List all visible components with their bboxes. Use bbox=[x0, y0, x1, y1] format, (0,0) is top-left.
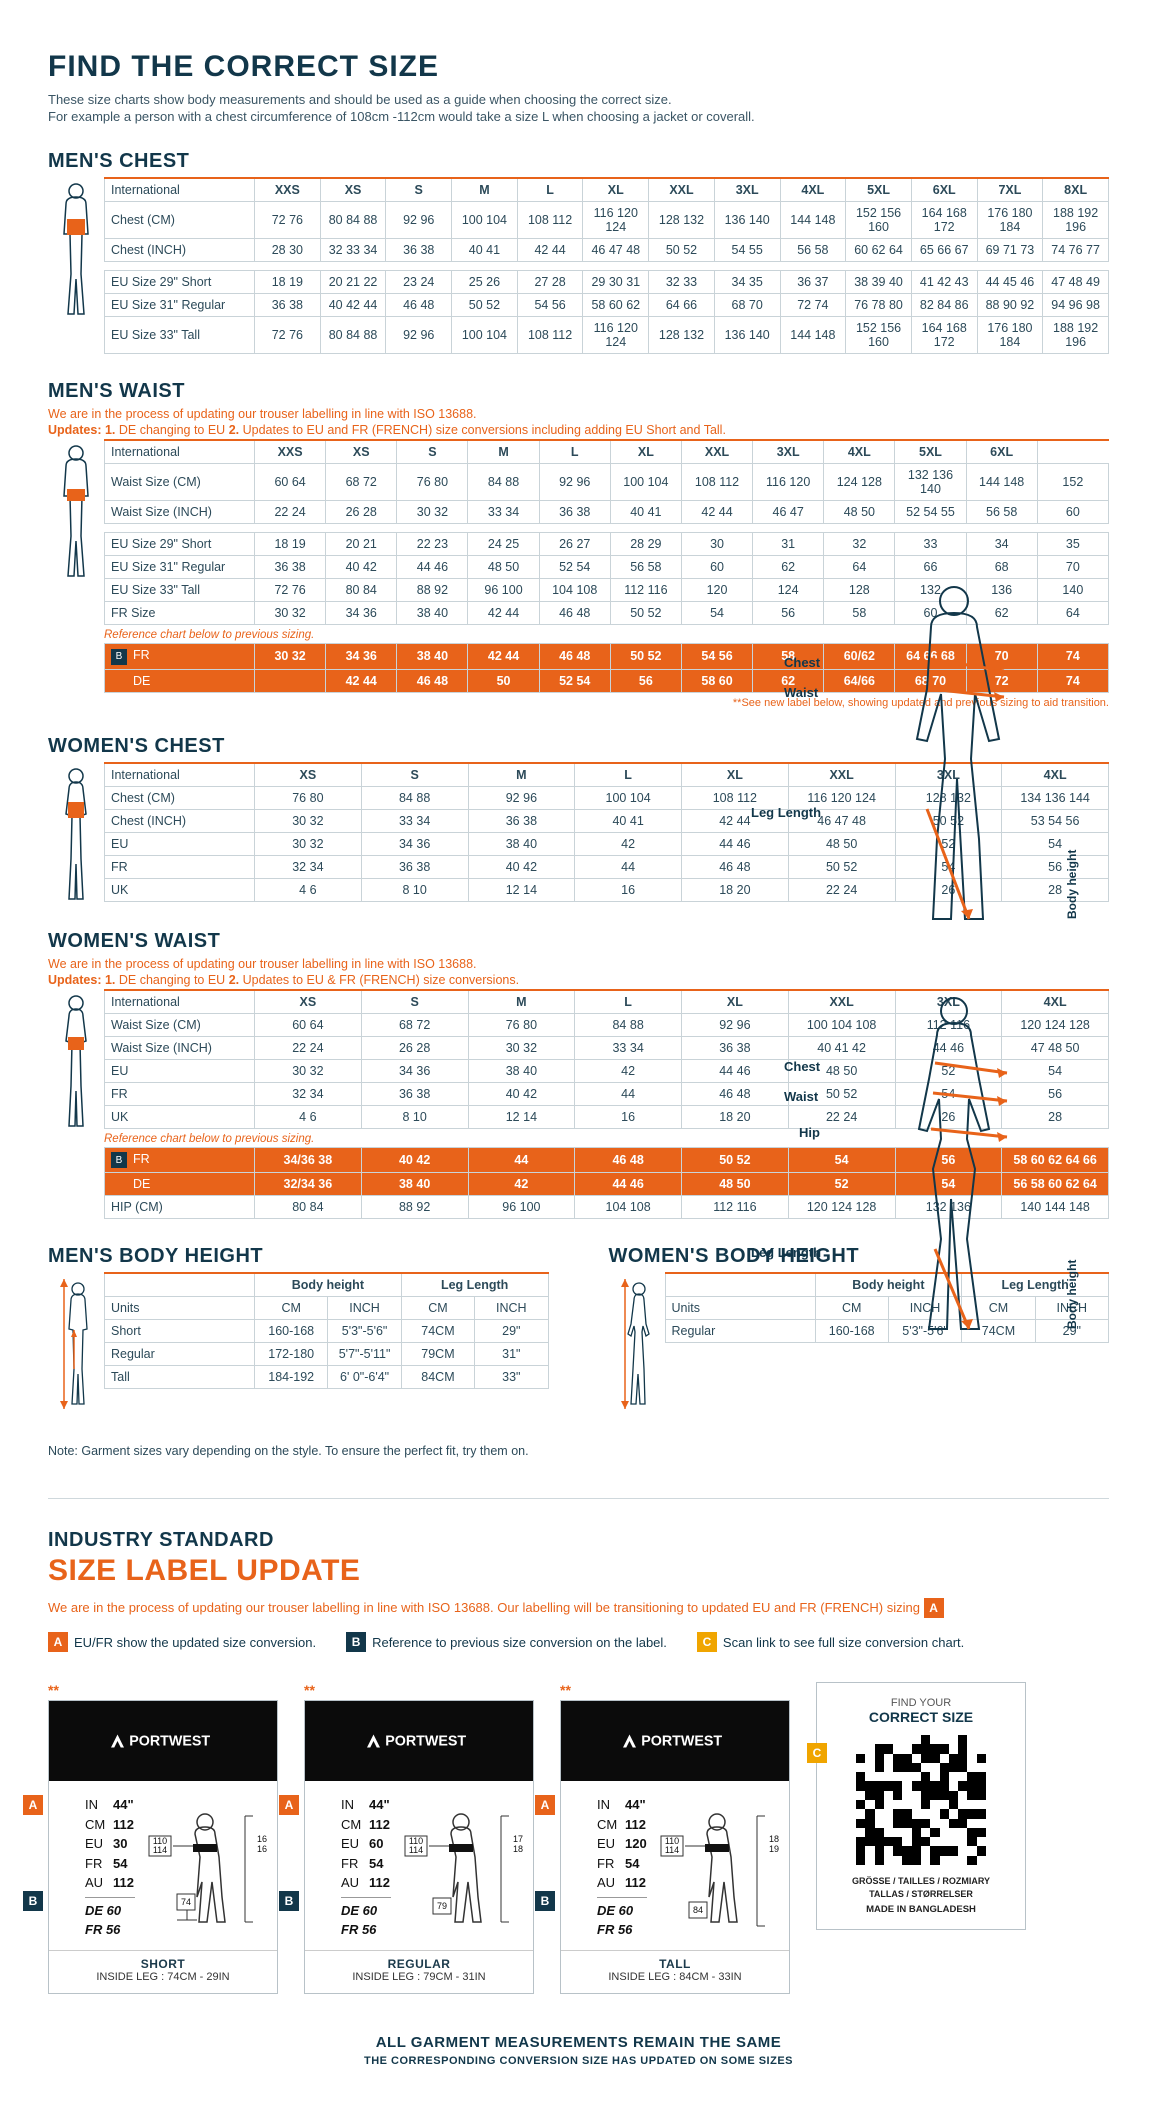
mens-bodyheight-icon bbox=[48, 1272, 104, 1414]
svg-text:180: 180 bbox=[513, 1844, 523, 1854]
final-note-line2: THE CORRESPONDING CONVERSION SIZE HAS UP… bbox=[48, 2055, 1109, 2067]
mens-waist-update-2: Updates: 1. DE changing to EU 2. Updates… bbox=[48, 423, 1109, 437]
womens-waist-label: Waist bbox=[784, 1089, 818, 1104]
qr-code-icon[interactable] bbox=[856, 1735, 986, 1865]
label2-b-badge: B bbox=[535, 1891, 555, 1911]
svg-text:114: 114 bbox=[409, 1845, 423, 1855]
qr-correct-size: CORRECT SIZE bbox=[831, 1709, 1011, 1725]
legend-badge-b: B bbox=[346, 1632, 366, 1652]
svg-text:79: 79 bbox=[437, 1901, 447, 1911]
mens-chest-icon bbox=[48, 177, 104, 319]
svg-text:192: 192 bbox=[769, 1844, 779, 1854]
page-title: FIND THE CORRECT SIZE bbox=[48, 50, 1109, 84]
label0-a-badge: A bbox=[23, 1795, 43, 1815]
mens-legLength-label: Leg Length bbox=[751, 805, 821, 820]
svg-text:PORTWEST: PORTWEST bbox=[385, 1734, 466, 1750]
mens-waist-icon bbox=[48, 439, 104, 581]
label-card-tall: ** PORTWEST A IN 44" CM 112 EU 120 FR 54 AU 1… bbox=[560, 1682, 790, 1994]
standard-legend: A EU/FR show the updated size conversion… bbox=[48, 1632, 1109, 1652]
legend-item-c: C Scan link to see full size conversion … bbox=[697, 1632, 964, 1652]
svg-text:114: 114 bbox=[665, 1845, 679, 1855]
womens-legLength-label: Leg Length bbox=[751, 1245, 821, 1260]
qr-c-badge: C bbox=[807, 1743, 827, 1763]
svg-text:84: 84 bbox=[693, 1905, 703, 1915]
womens-hip-label: Hip bbox=[799, 1125, 820, 1140]
svg-text:160: 160 bbox=[257, 1834, 267, 1844]
label0-style-name: SHORT bbox=[49, 1957, 277, 1971]
mens-body-height-label: Body height bbox=[1065, 599, 1079, 919]
svg-text:PORTWEST: PORTWEST bbox=[641, 1734, 722, 1750]
womens-waist-update-1: We are in the process of updating our tr… bbox=[48, 957, 1109, 971]
legend-badge-a: A bbox=[48, 1632, 68, 1652]
qr-langs: GRÖSSE / TAILLES / ROZMIARY TALLAS / STØ… bbox=[831, 1875, 1011, 1900]
label-asterisk-1: ** bbox=[304, 1682, 534, 1698]
final-note-line1: ALL GARMENT MEASUREMENTS REMAIN THE SAME bbox=[48, 2034, 1109, 2051]
legend-badge-c: C bbox=[697, 1632, 717, 1652]
womens-waist-update-2: Updates: 1. DE changing to EU 2. Updates… bbox=[48, 973, 1109, 987]
svg-text:74: 74 bbox=[181, 1897, 191, 1907]
svg-text:172: 172 bbox=[513, 1834, 523, 1844]
standard-title-line1: INDUSTRY STANDARD bbox=[48, 1529, 1109, 1552]
final-note-block: ALL GARMENT MEASUREMENTS REMAIN THE SAME… bbox=[48, 2034, 1109, 2067]
standard-title-line2: SIZE LABEL UPDATE bbox=[48, 1554, 1109, 1588]
mens-chest-data-table: International XXS XS S M L XL XXL 3XL 4X… bbox=[104, 177, 1109, 354]
mens-body-height-block: MEN'S BODY HEIGHT Body height Leg Length U… bbox=[48, 1219, 549, 1414]
label-card-regular: ** PORTWEST A IN 44" CM 112 EU 60 FR 54 AU 11… bbox=[304, 1682, 534, 1994]
legend-item-b: B Reference to previous size conversion … bbox=[346, 1632, 667, 1652]
mens-waist-label: Waist bbox=[784, 685, 818, 700]
label2-style-name: TALL bbox=[561, 1957, 789, 1971]
womens-bodyheight-icon bbox=[609, 1272, 665, 1414]
label2-a-badge: A bbox=[535, 1795, 555, 1815]
mens-chest-table: International XXS XS S M L XL XXL 3XL 4X… bbox=[104, 177, 1109, 354]
mens-waist-update-1: We are in the process of updating our tr… bbox=[48, 407, 1109, 421]
svg-text:PORTWEST: PORTWEST bbox=[129, 1734, 210, 1750]
qr-made-in: MADE IN BANGLADESH bbox=[831, 1904, 1011, 1915]
inline-a-badge: A bbox=[924, 1598, 944, 1618]
label0-b-badge: B bbox=[23, 1891, 43, 1911]
qr-find-text: FIND YOUR bbox=[831, 1697, 1011, 1709]
womens-body-height-label: Body height bbox=[1065, 1009, 1079, 1329]
qr-card: C FIND YOUR CORRECT SIZE GRÖSSE / TAILLE… bbox=[816, 1682, 1026, 1930]
mens-chest-title: MEN'S CHEST bbox=[48, 150, 1109, 173]
mens-bodyheight-data-table: Body height Leg Length Units CM INCH CM INCH Sh… bbox=[104, 1272, 549, 1389]
womens-chest-label: Chest bbox=[784, 1059, 820, 1074]
label0-inside-leg: INSIDE LEG : 74CM - 29IN bbox=[49, 1971, 277, 1983]
label-asterisk-0: ** bbox=[48, 1682, 278, 1698]
label-card-short: ** PORTWEST A IN 44" CM 112 EU 30 FR 54 AU 11… bbox=[48, 1682, 278, 1994]
label1-a-badge: A bbox=[279, 1795, 299, 1815]
mens-chest-label: Chest bbox=[784, 655, 820, 670]
svg-text:114: 114 bbox=[153, 1845, 167, 1855]
label2-inside-leg: INSIDE LEG : 84CM - 33IN bbox=[561, 1971, 789, 1983]
label1-inside-leg: INSIDE LEG : 79CM - 31IN bbox=[305, 1971, 533, 1983]
section-divider bbox=[48, 1498, 1109, 1499]
legend-item-a: A EU/FR show the updated size conversion… bbox=[48, 1632, 316, 1652]
mens-body-figure: Chest Waist Leg Length Body height bbox=[839, 579, 1069, 909]
svg-text:168: 168 bbox=[257, 1844, 267, 1854]
label1-b-badge: B bbox=[279, 1891, 299, 1911]
mens-bodyheight-title: MEN'S BODY HEIGHT bbox=[48, 1245, 549, 1268]
svg-text:184: 184 bbox=[769, 1834, 779, 1844]
standard-description: We are in the process of updating our tr… bbox=[48, 1598, 1109, 1618]
label1-style-name: REGULAR bbox=[305, 1957, 533, 1971]
body-note: Note: Garment sizes vary depending on th… bbox=[48, 1444, 1109, 1458]
intro-text: These size charts show body measurements… bbox=[48, 92, 1109, 124]
mens-chest-table-wrap: International XXS XS S M L XL XXL 3XL 4X… bbox=[48, 177, 1109, 354]
womens-waist-icon bbox=[48, 989, 104, 1131]
labels-row: ** PORTWEST A IN 44" CM 112 EU 30 FR 54 AU 11… bbox=[48, 1682, 1109, 1994]
womens-body-figure: Chest Waist Hip Leg Length Body height bbox=[839, 989, 1069, 1319]
mens-waist-title: MEN'S WAIST bbox=[48, 380, 1109, 403]
womens-chest-icon bbox=[48, 762, 104, 904]
label-asterisk-2: ** bbox=[560, 1682, 790, 1698]
